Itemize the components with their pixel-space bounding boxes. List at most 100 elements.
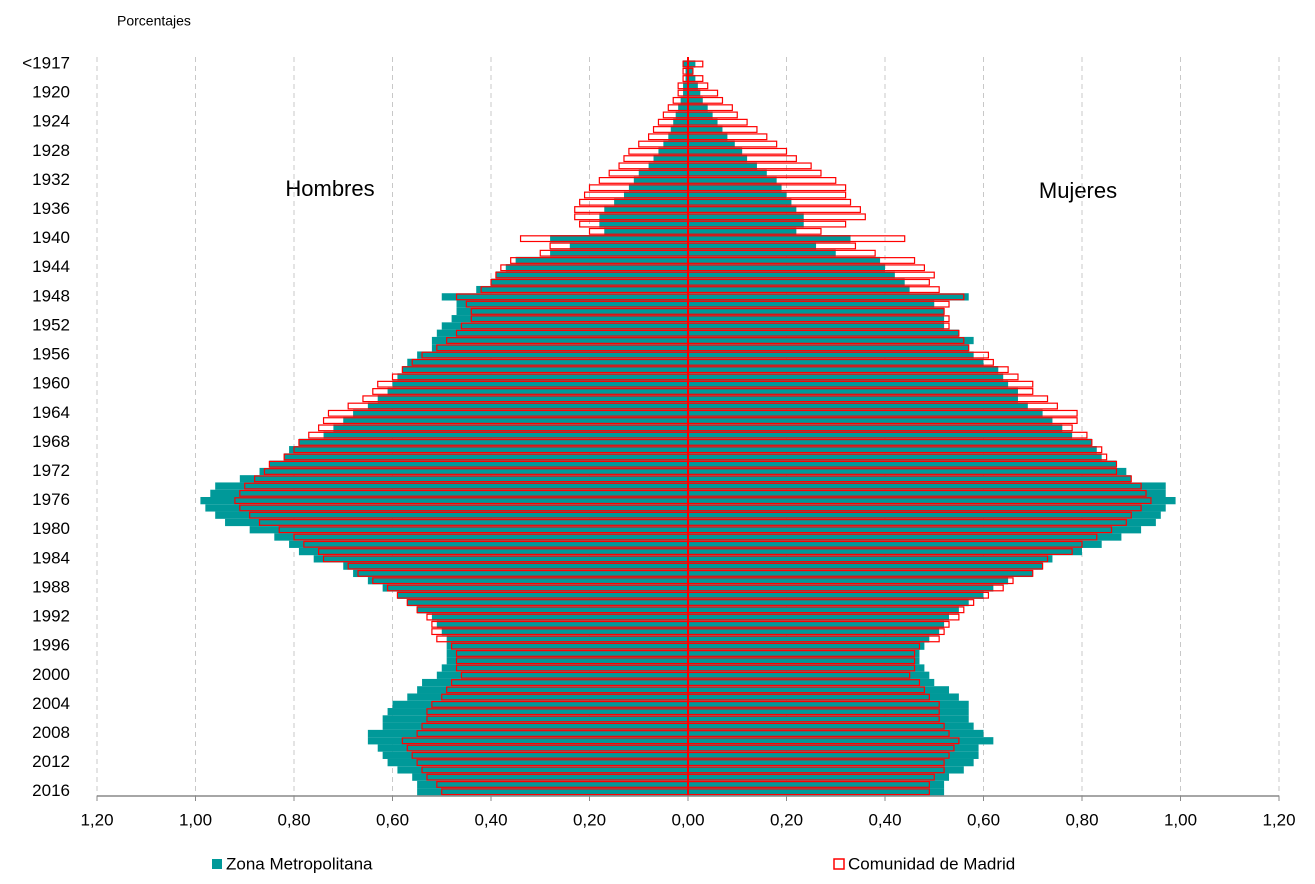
bar: [688, 344, 969, 352]
bar: [688, 533, 1122, 541]
y-tick-label: 1920: [32, 83, 70, 102]
y-tick-label: 1984: [32, 548, 70, 567]
bar: [688, 133, 728, 141]
bar: [683, 89, 688, 97]
y-tick-label: 1976: [32, 490, 70, 509]
bar: [688, 125, 723, 134]
bar: [431, 336, 688, 345]
bar: [628, 184, 688, 192]
bar: [298, 547, 688, 556]
bar: [269, 460, 688, 468]
bar: [353, 409, 688, 417]
bar: [688, 409, 1043, 417]
x-tick-label: 0,80: [277, 810, 310, 829]
bar: [392, 380, 688, 388]
bar: [688, 256, 881, 265]
bar: [604, 227, 688, 236]
bar: [688, 496, 1176, 505]
x-tick-label: 1,00: [1164, 810, 1197, 829]
bar: [688, 184, 782, 192]
bar: [377, 395, 688, 403]
bar: [367, 737, 688, 745]
bar: [688, 147, 743, 155]
bar: [688, 482, 1166, 490]
bar: [441, 322, 688, 330]
bar: [688, 547, 1082, 556]
bar: [441, 664, 688, 672]
bar: [688, 315, 945, 323]
bar: [688, 140, 735, 148]
y-tick-label: 1952: [32, 315, 70, 334]
bar: [688, 395, 1018, 403]
bar: [688, 620, 945, 628]
y-tick-label: 1972: [32, 461, 70, 480]
bar: [431, 613, 688, 621]
bar: [491, 278, 688, 286]
x-tick-label: 0,00: [671, 810, 704, 829]
right-label: Mujeres: [1039, 178, 1117, 203]
bar: [685, 67, 688, 75]
bar: [688, 366, 999, 374]
bar: [431, 344, 688, 352]
bar: [688, 780, 945, 789]
bar: [688, 460, 1117, 468]
bar: [451, 315, 688, 323]
bar: [407, 693, 688, 701]
bar: [456, 300, 688, 308]
bar: [436, 671, 688, 679]
bar: [688, 526, 1142, 534]
bar: [688, 67, 693, 75]
bar: [688, 438, 1092, 447]
y-tick-label: 1992: [32, 607, 70, 626]
bar: [688, 708, 969, 716]
bar: [688, 89, 701, 97]
bar: [688, 598, 969, 607]
bar: [688, 744, 979, 752]
bar: [685, 74, 688, 83]
bar: [200, 496, 689, 505]
axis-label: Porcentajes: [117, 13, 191, 29]
bar: [259, 467, 688, 476]
bar: [688, 118, 718, 126]
bar: [343, 562, 688, 570]
bar: [688, 562, 1043, 570]
x-tick-label: 0,40: [868, 810, 901, 829]
bar: [446, 649, 688, 658]
bar: [688, 584, 994, 592]
bar: [688, 205, 797, 214]
bar: [688, 788, 945, 796]
bar: [367, 729, 688, 738]
bar: [688, 635, 930, 643]
bar: [623, 191, 688, 199]
bar: [688, 700, 969, 709]
bar: [683, 60, 688, 68]
bar: [323, 431, 688, 439]
bar: [688, 96, 703, 105]
bar: [688, 227, 797, 236]
y-tick-label: <1917: [22, 53, 70, 72]
bar: [397, 766, 688, 774]
bar: [343, 416, 688, 425]
bar: [688, 649, 920, 658]
bar: [367, 402, 688, 410]
bar: [377, 744, 688, 752]
bar: [688, 300, 935, 308]
bar: [688, 380, 1009, 388]
bar: [441, 293, 688, 301]
bar: [688, 322, 945, 330]
bar: [407, 358, 688, 367]
y-tick-label: 2004: [32, 694, 70, 713]
bar: [633, 176, 688, 185]
bar: [298, 438, 688, 447]
bar: [648, 162, 688, 170]
bar: [333, 424, 688, 432]
bar: [670, 125, 688, 134]
x-tick-label: 0,20: [573, 810, 606, 829]
bar: [688, 198, 792, 206]
bar: [688, 613, 950, 621]
bar: [417, 606, 688, 614]
bar: [688, 453, 1102, 461]
bar: [387, 758, 688, 767]
bar: [515, 256, 688, 265]
bar: [688, 766, 964, 774]
